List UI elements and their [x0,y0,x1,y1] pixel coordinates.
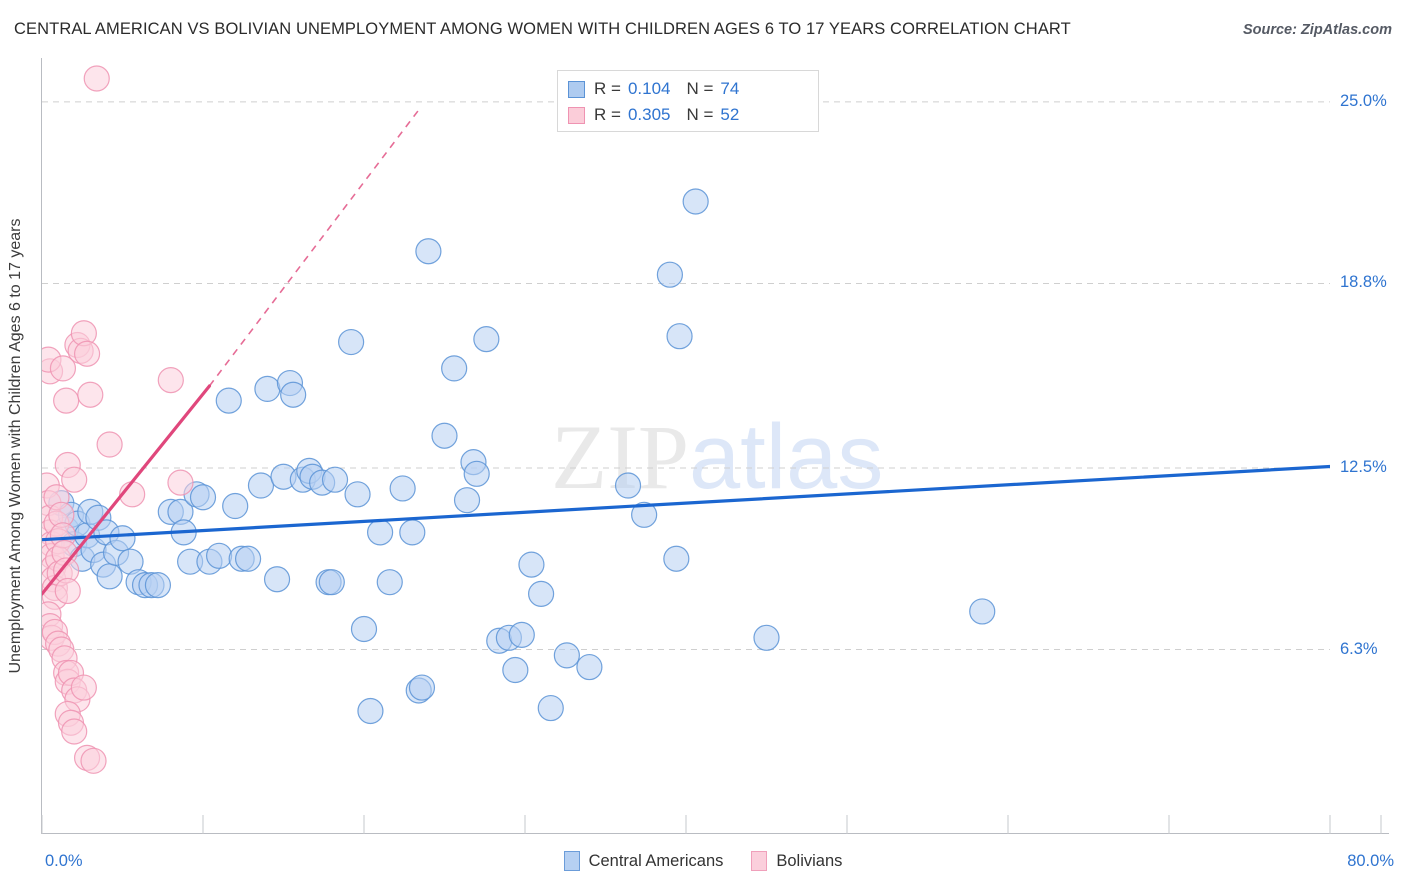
data-point [254,375,281,402]
y-axis-title: Unemployment Among Women with Children A… [7,218,24,674]
series-legend-item-central-americans[interactable]: Central Americans [563,851,724,871]
x-axis-label-min: 0.0% [45,852,83,870]
y-axis-label-6.3: 6.3% [1340,639,1378,658]
data-point [222,492,249,520]
data-point [357,697,384,725]
data-point [73,340,101,367]
data-point [656,261,684,288]
data-point [553,642,580,669]
r-value-2: 0.305 [627,105,671,124]
data-point [189,484,217,511]
series-swatch-bolivians [751,851,768,871]
trendline-bolivians [42,384,212,596]
data-point [321,466,349,493]
stats-legend-row-central-americans: R = 0.104 N = 74 [568,76,808,102]
data-point [614,472,642,499]
data-point [415,238,442,265]
data-point [344,481,371,508]
series-label-central-americans: Central Americans [588,851,724,870]
data-point [663,545,690,572]
y-axis-line [41,58,42,834]
series-legend: Central Americans Bolivians [0,851,1406,871]
data-point [247,472,275,499]
stats-legend-row-bolivians: R = 0.305 N = 52 [568,102,808,128]
x-axis-line [41,833,1389,834]
data-point [144,571,172,599]
data-point [969,598,996,625]
data-point [234,545,262,572]
data-point [576,653,603,681]
data-point [666,323,693,350]
data-point [96,563,123,590]
data-point [61,718,88,745]
legend-swatch-central-americans [568,80,585,98]
data-point [338,328,365,356]
y-axis-label-25.0: 25.0% [1340,91,1387,110]
n-value-2: 52 [720,105,740,124]
series-label-bolivians: Bolivians [776,851,843,870]
data-point [280,381,307,408]
data-point [441,355,468,382]
data-point [77,381,104,408]
source-label: Source: ZipAtlas.com [1242,22,1392,38]
data-point [502,656,529,684]
data-point [376,569,403,596]
series-legend-item-bolivians[interactable]: Bolivians [751,851,842,871]
data-point [53,387,80,414]
data-point [431,422,458,449]
data-point [61,466,88,493]
data-point [399,519,426,546]
data-point [631,501,658,528]
data-point [263,566,291,593]
data-point [753,624,780,651]
data-point [367,519,394,546]
data-point [70,674,97,701]
data-point [682,188,709,215]
n-label-1: N = [686,79,714,98]
x-axis-label-max: 80.0% [1347,852,1394,870]
data-point [80,747,107,774]
data-point [109,525,136,552]
data-point [54,577,81,605]
series-points-bolivians [42,65,194,774]
r-label-1: R = [594,79,621,98]
stats-legend: R = 0.104 N = 74 R = 0.305 N = 52 [557,70,819,132]
data-point [83,65,110,92]
data-point [318,569,345,596]
r-label-2: R = [594,105,621,124]
trendline-bolivians-extrapolated [208,107,421,387]
x-axis-ticks [41,815,1382,834]
data-point [157,367,184,394]
data-point [518,551,545,578]
y-axis-label-12.5: 12.5% [1340,457,1387,476]
data-point [49,355,77,382]
data-point [453,487,481,514]
plot-area [42,65,1330,774]
data-point [167,469,194,496]
data-point [463,460,490,487]
n-label-2: N = [686,105,714,124]
series-swatch-central-americans [563,851,580,871]
data-point [408,674,436,701]
data-point [473,326,500,353]
page-title: CENTRAL AMERICAN VS BOLIVIAN UNEMPLOYMEN… [14,20,1071,38]
n-value-1: 74 [720,79,740,98]
data-point [96,431,123,458]
data-point [350,615,378,643]
data-point [389,475,416,502]
r-value-1: 0.104 [627,79,671,98]
data-point [206,542,233,569]
series-points-central-americans [48,188,996,725]
data-point [537,694,564,722]
data-point [528,580,555,607]
data-point [215,387,242,414]
data-point [508,621,535,648]
y-axis-label-18.8: 18.8% [1340,273,1387,292]
legend-swatch-bolivians [568,106,585,124]
trendline-central-americans [42,464,1330,542]
